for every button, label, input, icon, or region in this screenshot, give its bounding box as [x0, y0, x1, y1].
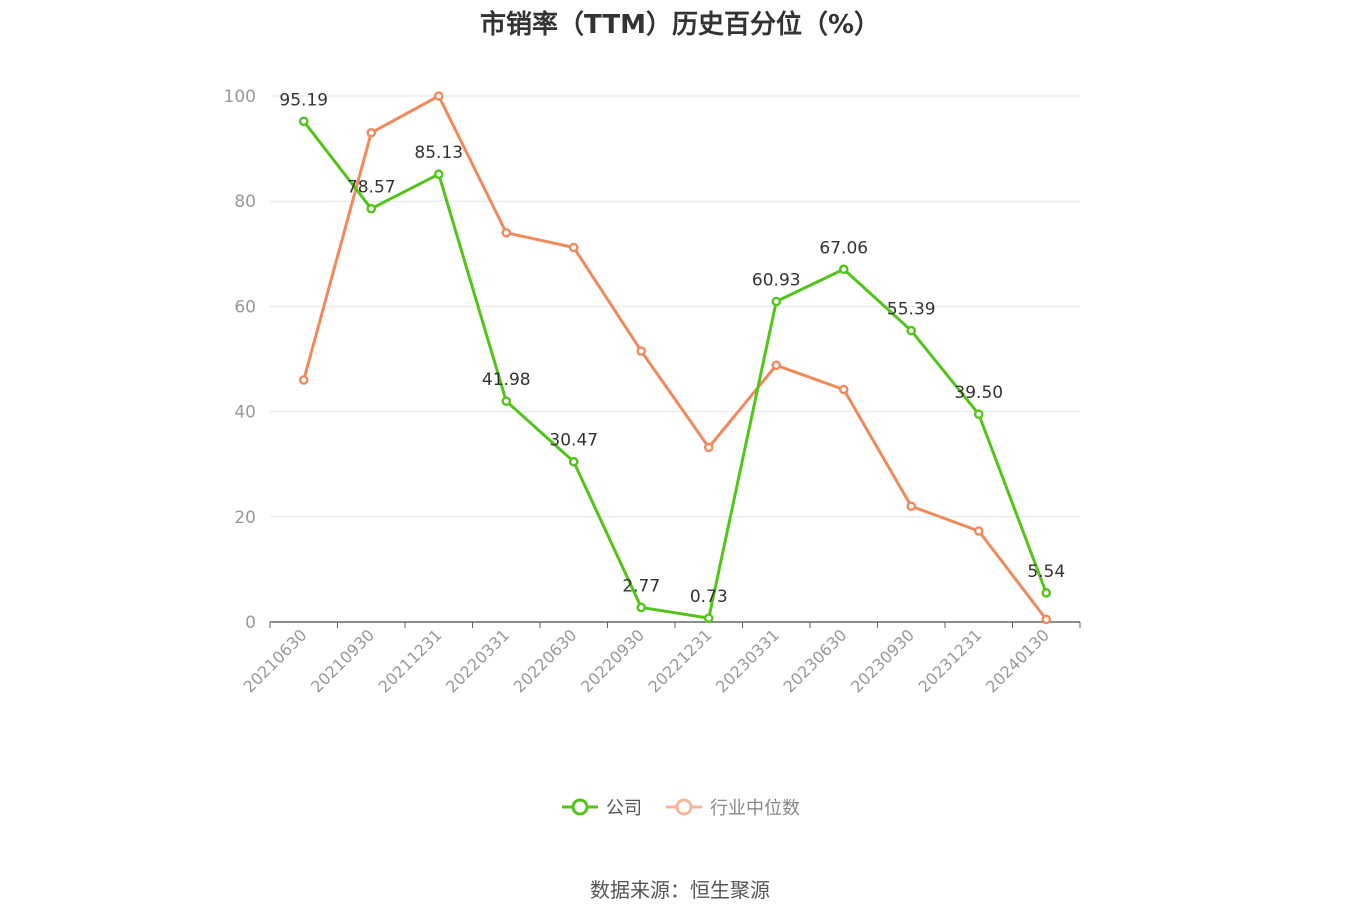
x-tick-label: 20231231: [915, 625, 986, 696]
x-tick-label: 20211231: [375, 625, 446, 696]
series-industry-point: [298, 375, 309, 385]
series-industry-point: [501, 227, 512, 238]
data-labels: 95.19 78.57 85.13 41.98 30.47 2.77 0.73 60.93 67…: [279, 90, 1065, 607]
series-company-point: [1041, 588, 1052, 598]
y-axis: 0 20 40 60 80 100: [224, 87, 256, 633]
legend-industry-marker-icon: [666, 798, 702, 816]
y-tick-label: 20: [234, 508, 256, 528]
series-industry-point: [1041, 614, 1052, 625]
series-company-point: [433, 169, 444, 180]
x-tick-label: 20220331: [442, 625, 513, 696]
legend-label-company: 公司: [606, 798, 642, 819]
series-industry-point: [568, 242, 579, 253]
chart-title: 市销率（TTM）历史百分位（%）: [480, 10, 880, 40]
series-company-point: [703, 613, 714, 623]
series-company-point: [973, 409, 984, 420]
legend: 公司 行业中位数: [0, 794, 1360, 820]
x-tick-label: 20220630: [510, 625, 581, 696]
series-industry-point: [636, 346, 647, 356]
y-tick-label: 40: [234, 403, 256, 423]
series-company-point: [906, 325, 917, 336]
series-industry-point: [433, 91, 444, 101]
series-industry-line: [302, 94, 1048, 621]
series-layer: [298, 91, 1052, 625]
series-company-point: [501, 396, 512, 406]
series-company-point: [568, 456, 579, 467]
series-industry-point: [366, 128, 377, 138]
series-company-point: [838, 264, 849, 275]
x-tick-label: 20210930: [307, 625, 378, 696]
y-tick-label: 0: [245, 613, 256, 633]
series-industry-point: [771, 360, 782, 371]
legend-label-industry: 行业中位数: [710, 798, 800, 819]
x-tick-label: 20220930: [577, 625, 648, 696]
data-label: 39.50: [954, 383, 1003, 403]
data-source: 数据来源：恒生聚源: [590, 878, 770, 902]
x-tick-label: 20230930: [847, 625, 918, 696]
x-tick-label: 20230630: [780, 625, 851, 696]
series-company-point: [298, 116, 309, 127]
y-tick-label: 80: [234, 192, 256, 212]
data-label: 60.93: [752, 271, 801, 291]
legend-company-marker-icon: [562, 798, 598, 816]
y-tick-label: 100: [224, 87, 256, 107]
series-company-point: [636, 602, 647, 613]
x-tick-label: 20210630: [240, 625, 311, 696]
data-label: 0.73: [690, 587, 728, 607]
data-label: 55.39: [887, 300, 936, 320]
x-tick-label: 20221231: [645, 625, 716, 696]
series-industry-point: [906, 501, 917, 512]
grid-lines: [270, 95, 1080, 518]
legend-item-industry[interactable]: 行业中位数: [664, 794, 800, 820]
series-company-point: [366, 203, 377, 214]
data-label: 85.13: [414, 143, 463, 163]
x-axis: 2021063020210930202112312022033120220630…: [240, 621, 1081, 696]
legend-item-company[interactable]: 公司: [560, 794, 642, 820]
data-label: 95.19: [279, 90, 328, 110]
data-label: 67.06: [819, 238, 868, 258]
x-tick-label: 20230331: [712, 625, 783, 696]
series-industry-point: [838, 384, 849, 395]
data-label: 30.47: [549, 431, 598, 451]
data-label: 5.54: [1027, 562, 1065, 582]
data-label: 2.77: [622, 576, 660, 596]
x-tick-label: 20240130: [982, 625, 1053, 696]
data-label: 78.57: [347, 178, 396, 198]
series-industry-point: [973, 526, 984, 536]
data-label: 41.98: [482, 370, 531, 390]
series-company-line: [302, 120, 1048, 620]
series-company-point: [771, 296, 782, 307]
series-industry-point: [703, 442, 714, 453]
y-tick-label: 60: [234, 297, 256, 317]
